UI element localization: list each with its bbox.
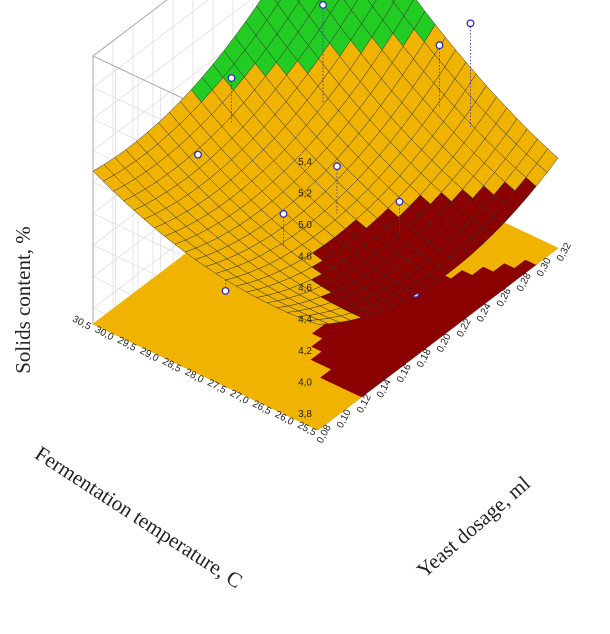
observation-point <box>279 209 288 218</box>
observation-point <box>435 41 444 50</box>
y-axis-label: Fermentation temperature, C <box>31 441 247 593</box>
floor-cell <box>536 242 559 257</box>
observation-points-over-surface <box>194 0 475 247</box>
surface-cell <box>343 0 358 11</box>
surface-cell <box>274 0 281 5</box>
z-tick-label: 5,4 <box>298 157 312 168</box>
observation-point <box>466 19 475 28</box>
observation-point <box>333 162 341 171</box>
surface-cell <box>297 0 301 3</box>
z-axis-label: Solids content, % <box>11 226 35 374</box>
z-tick-label: 4,4 <box>298 315 312 326</box>
surface-cell <box>367 0 377 7</box>
observation-point <box>221 286 230 295</box>
z-tick-label: 4,0 <box>298 378 312 389</box>
observation-point <box>319 0 327 9</box>
observation-point <box>227 74 236 83</box>
surface-cell <box>536 148 559 173</box>
z-tick-label: 5,0 <box>298 220 312 231</box>
x-axis-label: Yeast dosage, ml <box>412 471 535 582</box>
response-surface <box>92 0 559 325</box>
surface-cell <box>391 0 396 3</box>
z-tick-label: 5,2 <box>298 189 312 200</box>
z-tick-label: 3,8 <box>298 409 312 420</box>
z-tick-label: 4,2 <box>298 346 312 357</box>
box-edge <box>92 0 168 57</box>
z-tick-label: 4,8 <box>298 252 312 263</box>
x-tick-label: 0,32 <box>555 241 574 264</box>
observation-point <box>194 150 202 159</box>
y-tick-label: 30,5 <box>70 314 93 333</box>
observation-point <box>395 197 404 206</box>
z-tick-label: 4,6 <box>298 283 312 294</box>
